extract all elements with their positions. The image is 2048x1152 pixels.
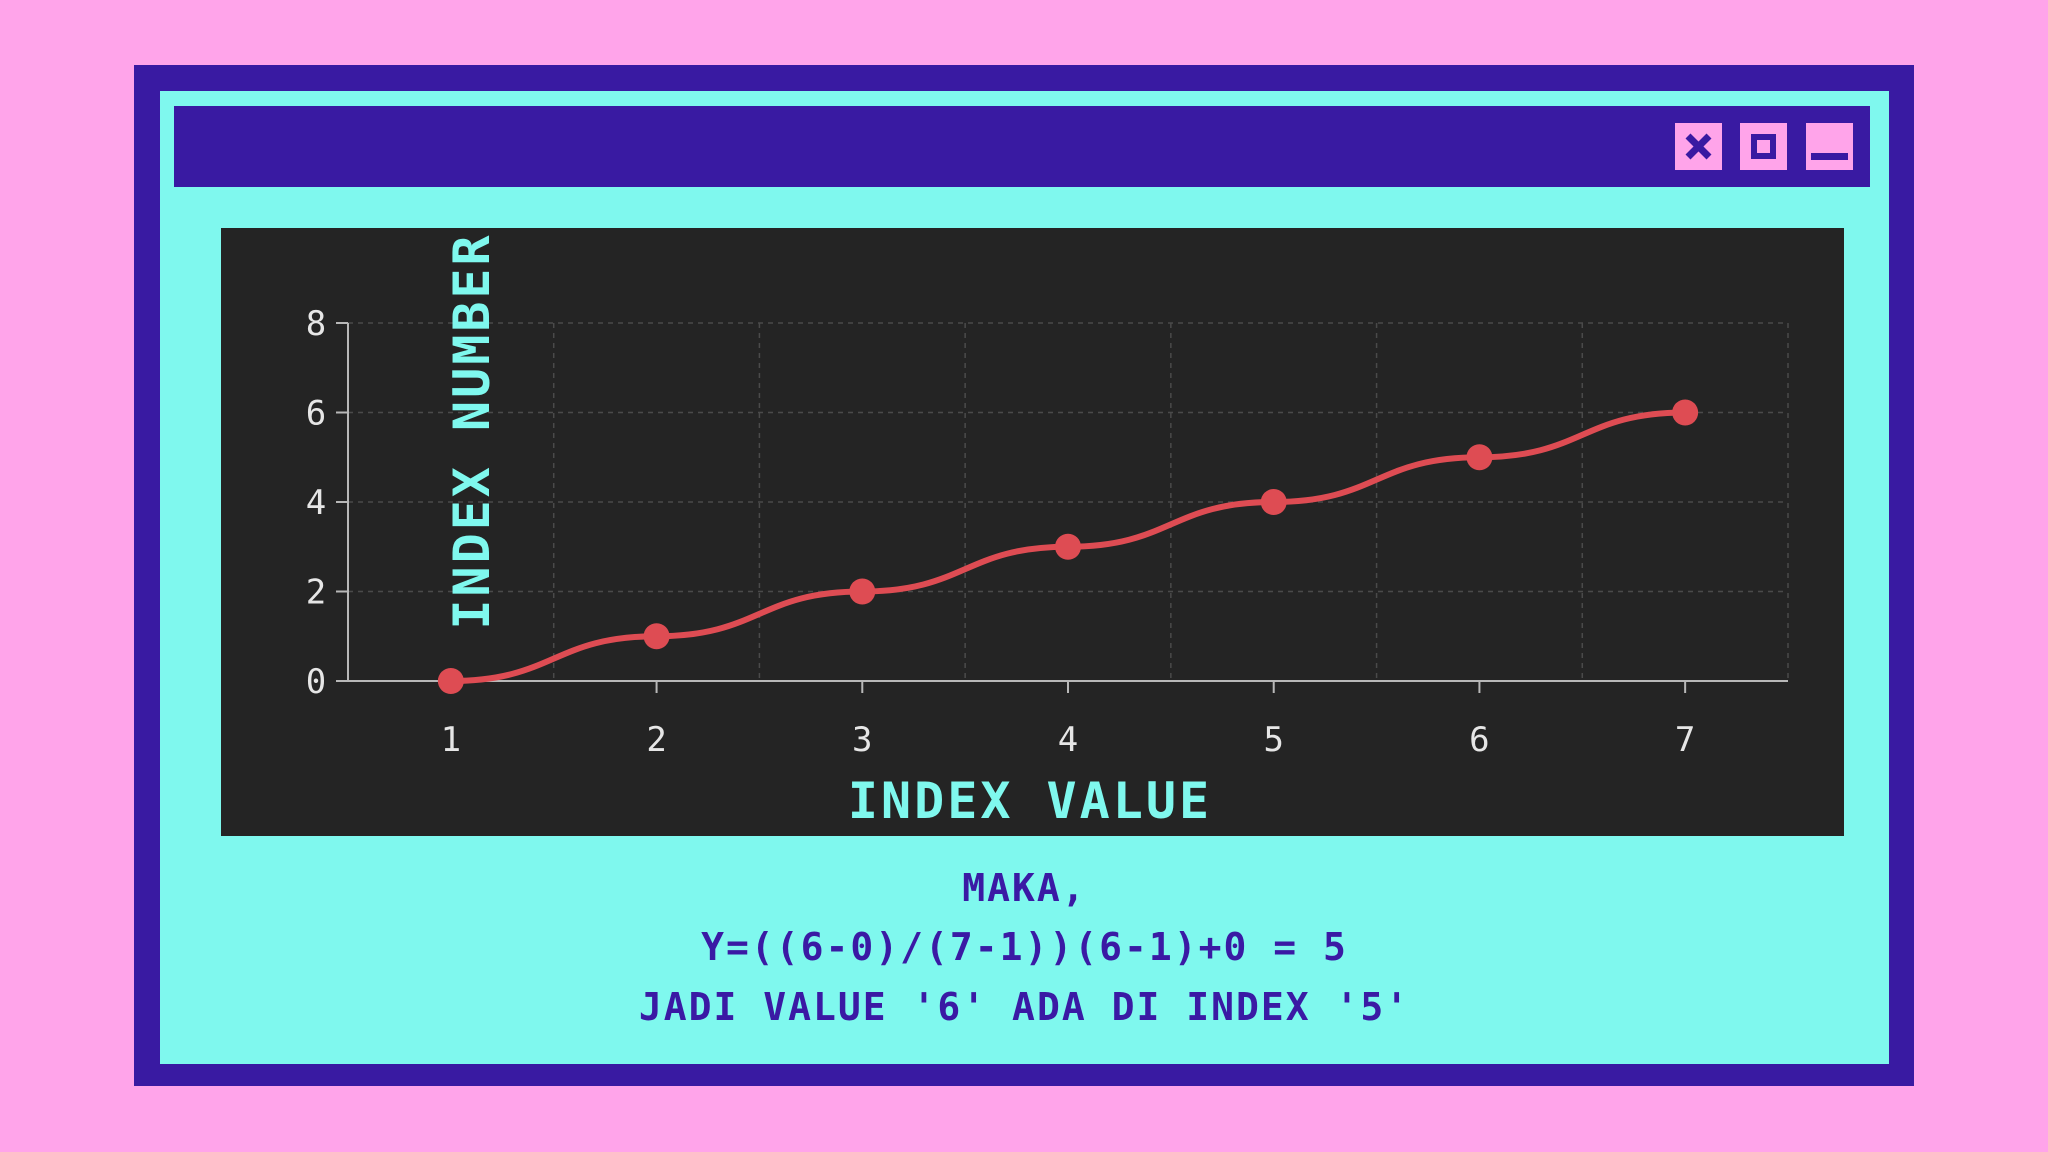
grid-lines: [348, 322, 1789, 682]
data-point: [849, 578, 876, 605]
x-tick-label: 6: [1469, 720, 1489, 760]
y-tick-label: 2: [306, 573, 326, 613]
x-tick-label: 3: [852, 720, 872, 760]
x-axis-label: INDEX VALUE: [848, 772, 1212, 830]
data-point: [1466, 444, 1493, 471]
caption-formula: Y=((6-0)/(7-1))(6-1)+0 = 5: [701, 925, 1348, 969]
y-tick-label: 4: [306, 483, 326, 523]
x-tick-label: 4: [1058, 720, 1078, 760]
close-icon[interactable]: [1675, 123, 1722, 170]
maximize-icon[interactable]: [1740, 123, 1787, 170]
data-point: [1672, 399, 1699, 426]
data-point: [437, 668, 464, 694]
caption-conclusion: JADI VALUE '6' ADA DI INDEX '5': [638, 985, 1411, 1029]
caption-line-1: MAKA,: [962, 866, 1087, 910]
data-point: [643, 623, 670, 650]
x-tick-label: 7: [1675, 720, 1695, 760]
x-tick-label: 5: [1263, 720, 1283, 760]
tick-labels: 0 2 4 6 8 1 2 3 4 5 6 7: [306, 304, 1696, 760]
data-point: [1055, 533, 1081, 560]
y-axis-label: INDEX NUMBER: [443, 232, 501, 629]
y-tick-label: 8: [306, 304, 326, 344]
line-chart: 0 2 4 6 8 1 2 3 4 5 6 7 INDEX VALUE INDEX NUMBER: [306, 232, 1789, 830]
data-point: [1260, 489, 1287, 515]
minimize-icon[interactable]: [1806, 123, 1853, 170]
title-bar: [174, 106, 1870, 187]
chart-panel: 0 2 4 6 8 1 2 3 4 5 6 7 INDEX VALUE INDEX NUMBER: [221, 228, 1844, 836]
x-tick-label: 2: [646, 720, 666, 760]
y-tick-label: 6: [306, 394, 326, 434]
x-tick-label: 1: [441, 720, 461, 760]
data-points: [437, 399, 1699, 694]
y-tick-label: 0: [306, 662, 326, 702]
